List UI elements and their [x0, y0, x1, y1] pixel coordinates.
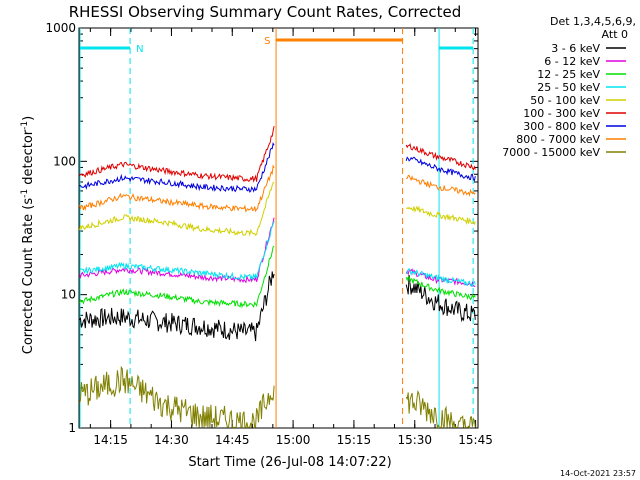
x-tick-label: 15:15: [337, 433, 372, 447]
legend-label-7: 800 - 7000 keV: [516, 133, 600, 146]
series-line-2: [79, 245, 476, 309]
legend-label-3: 25 - 50 keV: [537, 81, 600, 94]
y-axis-label-sup2: -1: [20, 121, 30, 130]
y-tick-label: 100: [53, 154, 76, 168]
footer-timestamp: 14-Oct-2021 23:57: [560, 469, 636, 478]
legend-label-8: 7000 - 15000 keV: [502, 146, 600, 159]
series-line-4: [79, 181, 476, 237]
legend-label-6: 300 - 800 keV: [523, 120, 600, 133]
y-axis-label-part1: Corrected Count Rate (s: [21, 198, 36, 355]
series-line-8: [79, 365, 476, 430]
y-axis-label-sup1: -1: [20, 189, 30, 198]
legend-label-0: 3 - 6 keV: [551, 42, 600, 55]
series-line-6: [79, 142, 476, 193]
x-tick-label: 15:45: [458, 433, 493, 447]
y-tick-label: 10: [61, 288, 76, 302]
plot-area: 1 10 100 1000 14:15 14:30 14:45 15:00 15:15 15:30…: [45, 21, 492, 447]
legend-label-5: 100 - 300 keV: [523, 107, 600, 120]
y-tick-label: 1: [68, 421, 76, 435]
marker-label-S: S: [264, 36, 270, 47]
marker-label-N: N: [136, 44, 143, 55]
legend-label-2: 12 - 25 keV: [537, 68, 600, 81]
y-tick-label: 1000: [45, 21, 76, 35]
series-line-0: [79, 271, 476, 342]
legend-header-line1: Det 1,3,4,5,6,9,: [550, 15, 636, 28]
y-axis-label: Corrected Count Rate (s-1 detector-1): [20, 116, 36, 354]
series-line-1: [79, 217, 476, 288]
series-line-3: [79, 220, 476, 288]
x-tick-label: 14:45: [215, 433, 250, 447]
x-axis-label: Start Time (26-Jul-08 14:07:22): [188, 455, 391, 470]
legend-label-1: 6 - 12 keV: [544, 55, 600, 68]
legend-header-line2: Att 0: [602, 28, 628, 41]
legend-label-4: 50 - 100 keV: [530, 94, 600, 107]
series-line-7: [79, 164, 476, 213]
chart-title: RHESSI Observing Summary Count Rates, Co…: [69, 3, 462, 21]
x-tick-label: 15:00: [276, 433, 311, 447]
plot-frame: [78, 27, 479, 429]
series-line-5: [79, 126, 476, 183]
y-axis-label-part2: detector: [21, 129, 36, 189]
x-tick-label: 14:30: [154, 433, 189, 447]
x-tick-label: 15:30: [397, 433, 432, 447]
x-tick-label: 14:15: [93, 433, 128, 447]
y-axis-label-part3: ): [21, 116, 36, 121]
